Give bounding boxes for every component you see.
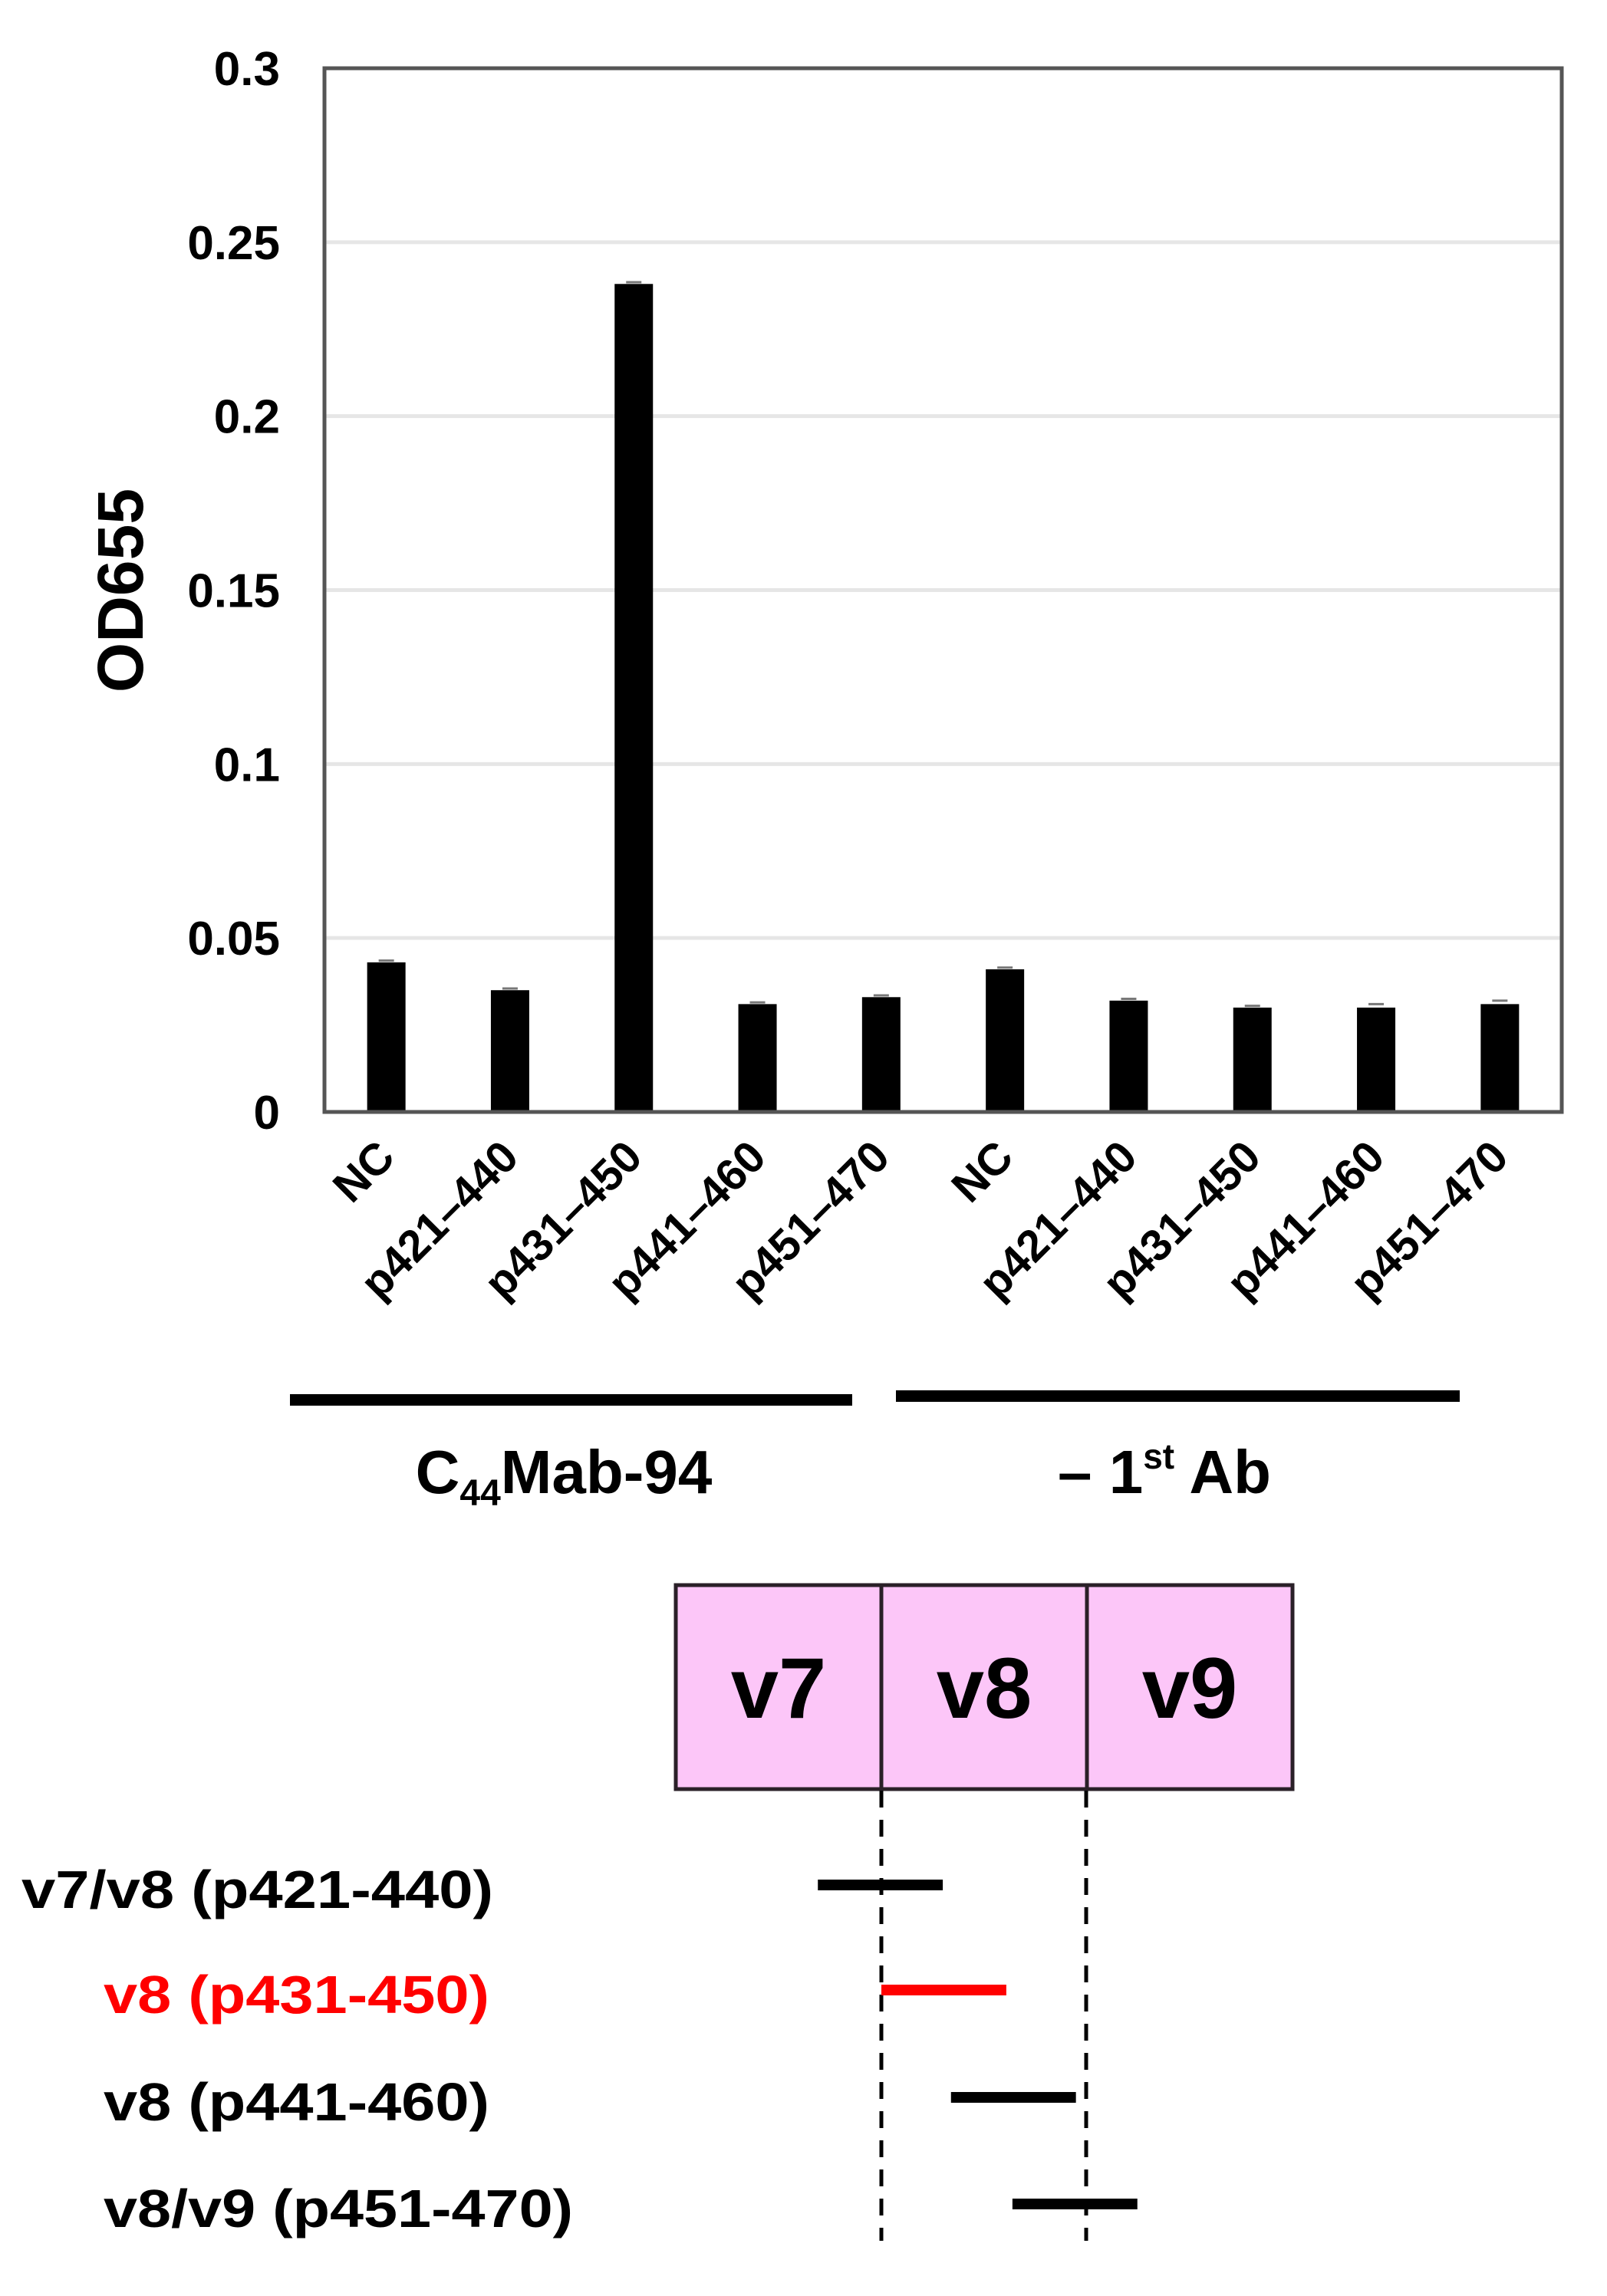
peptide-bar	[881, 1985, 1006, 1995]
bar	[861, 997, 901, 1112]
domain-label: v9	[1142, 1640, 1238, 1736]
bar	[490, 990, 529, 1112]
y-tick-label: 0.05	[187, 913, 280, 965]
bar	[614, 284, 654, 1113]
domain-label: v7	[731, 1640, 827, 1736]
peptide-map: v7/v8 (p421-440) v8 (p431-450) v8 (p441-46…	[21, 1860, 1138, 2238]
domain-box-v8	[879, 1583, 1089, 1791]
peptide-label: v7/v8 (p421-440)	[21, 1860, 493, 1919]
y-axis-ticks: 0 0.05 0.1 0.15 0.2 0.25 0.3	[187, 43, 280, 1140]
y-tick-label: 0.1	[214, 738, 280, 791]
bar	[367, 962, 406, 1112]
group-line-c44mab94	[290, 1394, 852, 1406]
group-label-c44mab94: C44Mab-94	[416, 1438, 713, 1514]
x-tick-label: NC	[942, 1131, 1022, 1212]
peptide-label: v8 (p431-450)	[104, 1965, 489, 2025]
bar	[1357, 1007, 1396, 1112]
peptide-bar	[1012, 2199, 1138, 2209]
peptide-label: v8 (p441-460)	[104, 2072, 489, 2132]
bar	[738, 1004, 777, 1112]
domain-label: v8	[937, 1640, 1032, 1736]
domain-diagram: v7 v8 v9 v7/v8 (p421-440) v8 (p431-450) v8 (…	[21, 1583, 1295, 2241]
bar	[986, 969, 1025, 1112]
domain-boxes: v7 v8 v9	[673, 1583, 1295, 1791]
bar-chart: 0 0.05 0.1 0.15 0.2 0.25 0.3 OD655 NCp421–440p…	[84, 43, 1564, 1514]
bar	[1480, 1004, 1520, 1112]
bars	[367, 281, 1520, 1113]
y-tick-label: 0.25	[187, 217, 280, 270]
group-label-no-primary-ab: – 1st Ab	[1058, 1436, 1271, 1506]
domain-boundary-dashes	[879, 1791, 1088, 2241]
y-tick-label: 0.15	[187, 565, 280, 618]
x-tick-label: NC	[324, 1131, 404, 1212]
group-line-no-primary-ab	[896, 1390, 1460, 1402]
bar	[1233, 1007, 1272, 1112]
y-tick-label: 0.2	[214, 391, 280, 444]
peptide-label: v8/v9 (p451-470)	[104, 2179, 573, 2238]
y-axis-label: OD655	[84, 488, 156, 692]
domain-box-v9	[1085, 1583, 1295, 1791]
y-tick-label: 0.3	[214, 43, 280, 96]
peptide-bar	[818, 1880, 943, 1890]
plot-frame	[322, 66, 1564, 1114]
peptide-bar	[950, 2092, 1076, 2103]
y-tick-label: 0	[254, 1087, 280, 1140]
gridlines	[324, 240, 1562, 940]
domain-box-v7	[673, 1583, 884, 1791]
group-brackets: C44Mab-94 – 1st Ab	[290, 1390, 1460, 1514]
bar	[1109, 1000, 1148, 1112]
